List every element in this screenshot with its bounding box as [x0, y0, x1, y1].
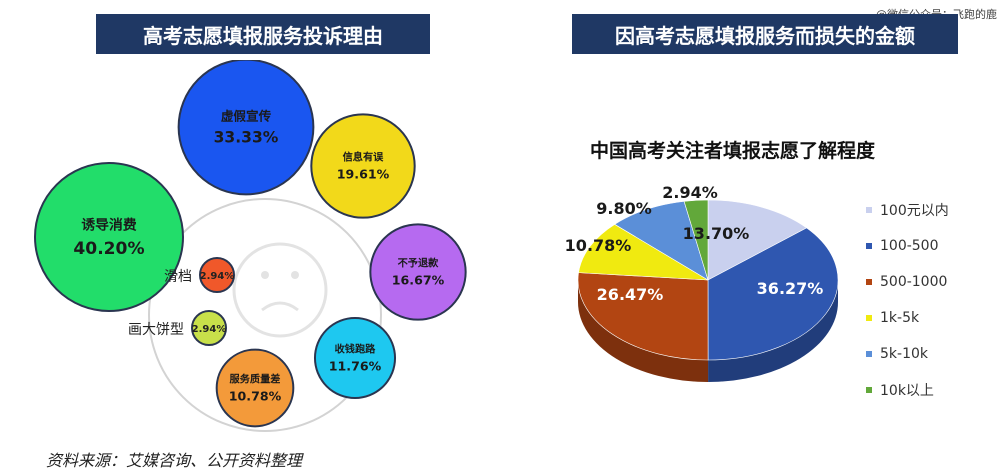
pie-slice-4 — [578, 223, 709, 281]
bubble-circle — [34, 162, 184, 312]
bubble-circle — [177, 60, 315, 196]
pie-data-label: 36.27% — [757, 279, 824, 298]
pie-slice-6 — [683, 199, 709, 281]
pie-slice-side-3 — [578, 280, 709, 382]
bubble-8: 2.94% 画大饼型 — [128, 310, 227, 346]
right-chart-title: 因高考志愿填报服务而损失的金额 — [572, 14, 958, 54]
legend-item: 100-500 — [866, 228, 949, 264]
bubble-1: 诱导消费 40.20% — [34, 162, 184, 312]
legend-item: 100元以内 — [866, 192, 949, 228]
legend-label: 5k-10k — [880, 346, 928, 362]
bubble-5: 收钱跑路 11.76% — [313, 316, 397, 400]
pie-slice-5 — [614, 201, 709, 281]
bubble-label: 服务质量差 — [230, 373, 281, 386]
pie-data-label: 13.70% — [683, 224, 750, 243]
legend-label: 100元以内 — [880, 203, 949, 219]
legend-swatch — [866, 243, 872, 249]
pie-slice-2 — [707, 227, 839, 361]
source-note: 资料来源：艾媒咨询、公开资料整理 — [46, 451, 303, 470]
legend-swatch — [866, 387, 872, 393]
pie-slice-side-2 — [708, 280, 838, 382]
legend-label: 100-500 — [880, 238, 939, 254]
legend-item: 500-1000 — [866, 264, 949, 300]
legend-swatch — [866, 351, 872, 357]
connector-ring — [148, 198, 382, 432]
legend-label: 500-1000 — [880, 274, 948, 290]
bubble-value: 11.76% — [329, 359, 382, 374]
legend-item: 5k-10k — [866, 336, 949, 372]
bubble-label: 诱导消费 — [81, 217, 136, 234]
bubble-value: 19.61% — [337, 167, 390, 182]
left-chart-title: 高考志愿填报服务投诉理由 — [96, 14, 430, 54]
bubble-circle — [215, 348, 295, 428]
bubble-label: 不予退款 — [398, 257, 440, 270]
bubble-label: 信息有误 — [343, 151, 385, 164]
bubble-label: 画大饼型 — [128, 322, 184, 338]
bubble-circle — [369, 223, 467, 321]
complaint-bubble-chart: 诱导消费 40.20% 虚假宣传 33.33% 信息有误 19.61% 不予退款 16.67%… — [34, 60, 467, 432]
sad-face-decoration — [232, 242, 328, 338]
legend-label: 1k-5k — [880, 310, 920, 326]
bubble-3: 信息有误 19.61% — [310, 113, 416, 219]
pie-chart-title: 中国高考关注者填报志愿了解程度 — [590, 140, 876, 162]
legend-item: 1k-5k — [866, 300, 949, 336]
pie-data-label: 2.94% — [662, 183, 718, 202]
bubble-6: 服务质量差 10.78% — [215, 348, 295, 428]
legend-swatch — [866, 279, 872, 285]
legend-label: 10k以上 — [880, 383, 934, 399]
pie-layer: 13.70% 36.27% 26.47% 10.78% 9.80% 2.94% — [565, 183, 839, 382]
bubble-value: 2.94% — [192, 324, 227, 335]
bubble-label: 虚假宣传 — [221, 108, 272, 123]
legend-swatch — [866, 315, 872, 321]
bubble-value: 10.78% — [229, 389, 282, 404]
bubble-label: 收钱跑路 — [335, 343, 377, 356]
legend-item: 10k以上 — [866, 372, 949, 408]
legend-swatch — [866, 207, 872, 213]
bubble-circle — [313, 316, 397, 400]
loss-amount-pie-chart: 13.70% 36.27% 26.47% 10.78% 9.80% 2.94% — [565, 183, 839, 382]
pie-slice-1 — [707, 199, 808, 281]
bubbles-layer: 诱导消费 40.20% 虚假宣传 33.33% 信息有误 19.61% 不予退款 16.67%… — [34, 60, 467, 428]
bubble-value: 33.33% — [214, 129, 279, 147]
pie-data-label: 26.47% — [597, 285, 664, 304]
bubble-circle — [310, 113, 416, 219]
pie-data-label: 9.80% — [596, 199, 652, 218]
bubble-value: 2.94% — [200, 271, 235, 282]
bubble-value: 16.67% — [392, 273, 445, 288]
bubble-4: 不予退款 16.67% — [369, 223, 467, 321]
pie-legend: 100元以内 100-500 500-1000 1k-5k 5k-10k 10k以上 — [866, 192, 949, 408]
bubble-label: 滑档 — [164, 268, 192, 285]
bubble-circle — [191, 310, 227, 346]
bubble-7: 2.94% 滑档 — [164, 257, 235, 293]
pie-slice-3 — [577, 272, 709, 361]
bubble-2: 虚假宣传 33.33% — [177, 60, 315, 196]
pie-data-label: 10.78% — [565, 236, 632, 255]
bubble-circle — [199, 257, 235, 293]
bubble-value: 40.20% — [73, 239, 144, 259]
